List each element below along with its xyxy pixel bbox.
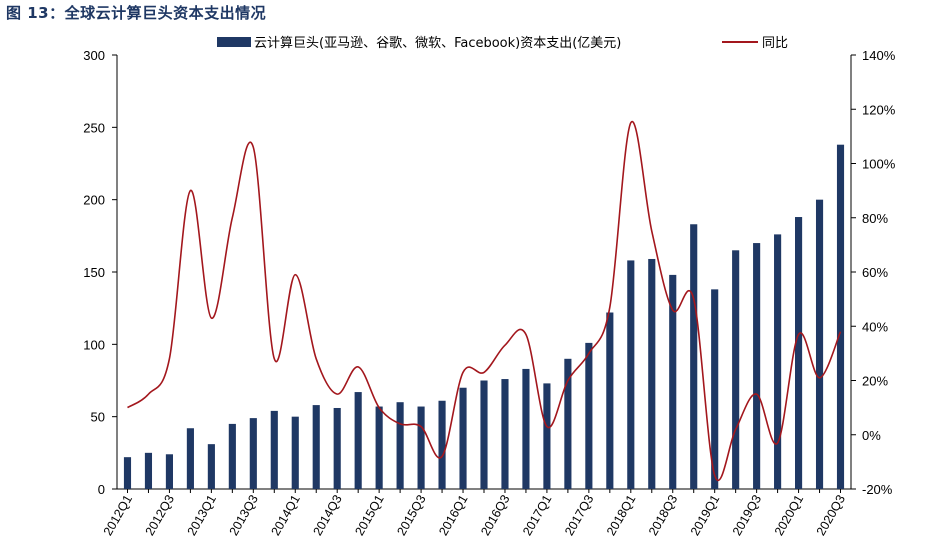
x-tick-label: 2013Q3 [227, 492, 261, 538]
x-tick-label: 2015Q1 [352, 492, 386, 538]
x-tick-label: 2019Q1 [688, 492, 722, 538]
left-y-tick-label: 100 [83, 337, 105, 352]
legend: 云计算巨头(亚马逊、谷歌、微软、Facebook)资本支出(亿美元) 同比 [217, 36, 788, 51]
capex-bar [669, 274, 677, 489]
capex-bar [291, 416, 299, 489]
x-tick-label: 2014Q3 [310, 492, 344, 538]
x-tick-label: 2018Q3 [646, 492, 680, 538]
legend-line-label: 同比 [762, 36, 788, 51]
capex-bar [354, 392, 362, 489]
x-tick-label: 2020Q1 [772, 492, 806, 538]
x-tick-label: 2016Q1 [436, 492, 470, 538]
bar-series [123, 144, 845, 489]
capex-bar [690, 224, 698, 489]
figure-title: 图 13：全球云计算巨头资本支出情况 [6, 4, 267, 22]
capex-bar [522, 368, 530, 489]
capex-bar [543, 383, 551, 489]
capex-bar [228, 423, 236, 489]
x-tick-label: 2012Q1 [101, 492, 135, 538]
x-tick-label: 2015Q3 [394, 492, 428, 538]
capex-bar [711, 289, 719, 489]
legend-bar-swatch [217, 37, 251, 47]
capex-bar [207, 444, 215, 489]
left-y-tick-label: 300 [83, 48, 105, 63]
x-tick-label: 2016Q3 [478, 492, 512, 538]
left-y-tick-label: 150 [83, 265, 105, 280]
right-y-tick-label: 20% [862, 374, 888, 389]
x-tick-label: 2012Q3 [143, 492, 177, 538]
capex-bar [501, 379, 509, 489]
capex-bar [836, 144, 845, 489]
x-tick-label: 2017Q3 [562, 492, 596, 538]
capex-bar [732, 250, 740, 489]
capex-bar [396, 402, 404, 489]
right-y-tick-label: 140% [862, 48, 896, 63]
legend-bar-label: 云计算巨头(亚马逊、谷歌、微软、Facebook)资本支出(亿美元) [254, 36, 621, 51]
right-y-tick-label: 0% [862, 428, 881, 443]
left-y-ticks: 0 50 100 150 200 250 300 [83, 48, 117, 497]
right-y-ticks: -20% 0% 20% 40% 60% 80% 100% 120% 140% [851, 48, 896, 497]
yoy-line [127, 120, 842, 482]
left-y-tick-label: 250 [83, 120, 105, 135]
capex-bar [270, 410, 278, 489]
right-y-tick-label: 80% [862, 211, 888, 226]
x-ticks: 2012Q1 2012Q3 2013Q1 2013Q3 2014Q1 2014Q3 2015… [101, 489, 848, 538]
capex-bar [585, 342, 593, 489]
capex-bar [438, 400, 446, 489]
capex-bar [249, 418, 257, 489]
x-tick-label: 2018Q1 [604, 492, 638, 538]
capex-bar [606, 312, 614, 489]
right-y-tick-label: 40% [862, 319, 888, 334]
capex-bar [375, 406, 383, 489]
capex-bar [564, 358, 572, 489]
capex-bar [480, 380, 488, 489]
left-y-tick-label: 200 [83, 193, 105, 208]
right-y-tick-label: 100% [862, 157, 896, 172]
capex-bar [165, 454, 173, 489]
x-tick-label: 2013Q1 [185, 492, 219, 538]
left-y-tick-label: 50 [91, 410, 105, 425]
capex-bar [795, 217, 803, 489]
x-tick-label: 2014Q1 [268, 492, 302, 538]
capex-bar [123, 457, 132, 489]
left-y-tick-label: 0 [98, 482, 105, 497]
capex-bar [459, 387, 467, 489]
x-tick-label: 2017Q1 [520, 492, 554, 538]
x-tick-label: 2019Q3 [730, 492, 764, 538]
capex-bar [144, 452, 153, 489]
right-y-tick-label: -20% [862, 482, 893, 497]
plot-area: 0 50 100 150 200 250 300 -20% 0% 20% 40% 60% 80% 100… [83, 48, 895, 538]
capex-bar [333, 407, 341, 489]
capex-bar [417, 406, 425, 489]
capex-bar [815, 199, 824, 489]
right-y-tick-label: 60% [862, 265, 888, 280]
capex-bar [753, 243, 761, 489]
capex-bar [648, 258, 656, 489]
capex-bar [186, 428, 194, 489]
capex-bar [627, 260, 635, 489]
x-tick-label: 2020Q3 [814, 492, 848, 538]
capex-bar [312, 405, 320, 489]
right-y-tick-label: 120% [862, 102, 896, 117]
capex-bar [774, 234, 782, 489]
